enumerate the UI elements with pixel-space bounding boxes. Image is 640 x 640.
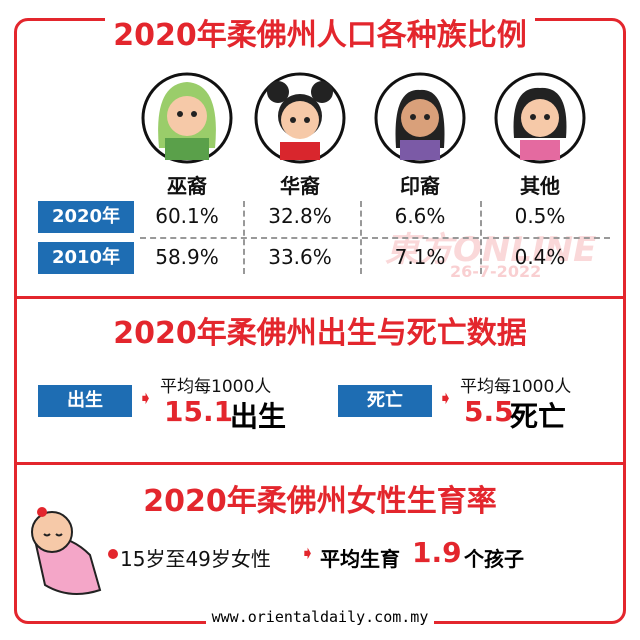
fertility-unit: 个孩子	[464, 547, 524, 571]
cell-value: 0.5%	[514, 204, 566, 228]
watermark: 東方ONLINE	[385, 230, 597, 270]
column-divider	[243, 201, 245, 274]
avatar	[254, 72, 346, 164]
stat-unit: 死亡	[510, 400, 567, 433]
cell-value: 0.4%	[514, 245, 566, 269]
arrow: ➧	[138, 388, 154, 409]
group-label: 其他	[520, 174, 560, 198]
fertility-group: 15岁至49岁女性	[120, 547, 271, 571]
avatar	[494, 72, 586, 164]
section-title: 2020年柔佛州出生与死亡数据	[0, 308, 640, 352]
section-title: 2020年柔佛州女性生育率	[0, 476, 640, 520]
fertility-lead: 平均生育	[320, 547, 400, 571]
group-label: 华裔	[280, 174, 320, 198]
section-title: 2020年柔佛州人口各种族比例	[0, 10, 640, 54]
avatar	[141, 72, 233, 164]
cell-value: 58.9%	[155, 245, 219, 269]
cell-value: 60.1%	[155, 204, 219, 228]
bullet	[108, 549, 118, 559]
arrow: ➧	[438, 388, 454, 409]
cell-value: 32.8%	[268, 204, 332, 228]
stat-value: 15.1	[164, 395, 234, 428]
separator	[14, 462, 626, 465]
column-divider	[360, 201, 362, 274]
separator	[14, 296, 626, 299]
stat-unit: 出生	[230, 400, 287, 433]
cell-value: 7.1%	[394, 245, 446, 269]
avatars	[141, 72, 586, 164]
arrow: ➧	[300, 543, 316, 564]
stat-label: 出生	[38, 385, 132, 417]
fertility-value: 1.9	[412, 536, 462, 569]
cell-value: 6.6%	[394, 204, 446, 228]
cell-value: 33.6%	[268, 245, 332, 269]
row-label: 2010年	[38, 242, 134, 274]
footer: www.orientaldaily.com.my	[0, 608, 640, 626]
stat-value: 5.5	[464, 395, 514, 428]
stat-note: 平均每1000人	[460, 377, 572, 397]
avatar	[374, 72, 466, 164]
group-label: 巫裔	[167, 174, 207, 198]
row-divider	[140, 237, 610, 239]
group-label: 印裔	[400, 174, 440, 198]
watermark-date: 26-7-2022	[450, 262, 542, 281]
row-label: 2020年	[38, 201, 134, 233]
stat-note: 平均每1000人	[160, 377, 272, 397]
baby-icon	[31, 507, 102, 595]
column-divider	[480, 201, 482, 274]
stat-label: 死亡	[338, 385, 432, 417]
